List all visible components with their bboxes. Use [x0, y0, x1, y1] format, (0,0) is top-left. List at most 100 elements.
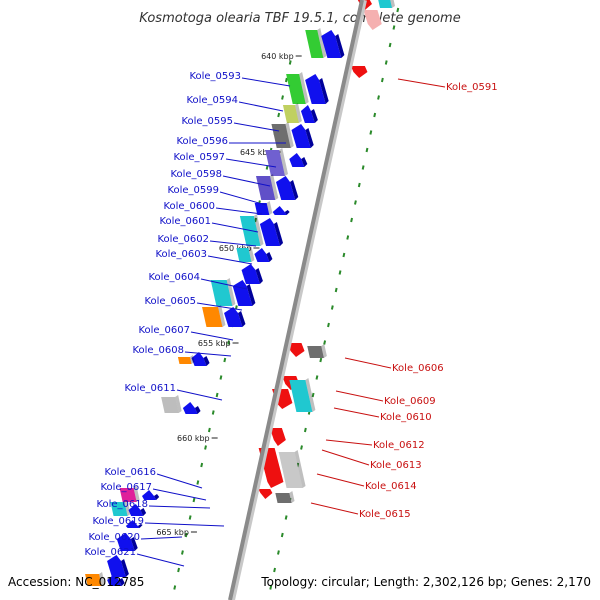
gene-label: Kole_0617 — [100, 482, 152, 493]
gc-tick — [173, 585, 177, 590]
gene-arrow-shade — [121, 559, 129, 577]
gc-tick — [288, 60, 292, 65]
gene-arrow — [241, 264, 260, 284]
gc-tick — [303, 427, 307, 433]
gene-block — [256, 176, 276, 200]
leader-line — [335, 390, 384, 402]
gene-arrow-shade — [203, 356, 210, 366]
gene-block-shade — [289, 491, 295, 503]
gene-arrow — [291, 124, 311, 148]
gene-arrow — [116, 533, 135, 551]
gene-block — [289, 380, 313, 412]
gene-block — [305, 30, 324, 58]
ruler-label: 665 kbp — [156, 528, 189, 537]
gene-arrow-shade — [140, 508, 147, 516]
gene-arrow-shade — [284, 210, 290, 215]
gene-label: Kole_0614 — [365, 481, 417, 492]
gc-tick — [181, 550, 184, 555]
gc-tick — [207, 427, 211, 433]
map-title: Kosmotoga olearia TBF 19.5.1, complete g… — [139, 11, 460, 26]
gene-block — [119, 488, 137, 502]
gc-tick — [177, 567, 181, 573]
gc-tick — [273, 567, 277, 573]
gene-block-shade — [294, 450, 306, 488]
gene-label: Kole_0619 — [92, 516, 144, 527]
gc-tick — [281, 95, 284, 100]
gene-label: Kole_0598 — [170, 169, 222, 180]
gene-arrow-shade — [273, 222, 284, 246]
gene-label: Kole_0621 — [84, 547, 136, 558]
gene-block-shade — [124, 500, 131, 516]
gc-tick — [227, 340, 231, 345]
gene-block-shade — [253, 214, 264, 246]
leader-line — [238, 101, 284, 112]
gc-tick — [269, 585, 273, 590]
leader-line — [310, 502, 359, 515]
gene-label: Kole_0606 — [392, 363, 444, 374]
gc-tick — [396, 7, 400, 13]
gene-block — [286, 74, 306, 104]
gc-tick — [377, 95, 380, 100]
gc-tick — [323, 340, 327, 345]
gene-arrow — [182, 402, 198, 414]
gene-block — [271, 124, 291, 148]
gene-label: Kole_0612 — [373, 440, 425, 451]
gene-arrow — [191, 352, 207, 366]
gene-label: Kole_0611 — [124, 383, 176, 394]
gc-tick — [319, 357, 323, 363]
gene-label: Kole_0605 — [144, 296, 196, 307]
gc-tick — [373, 112, 377, 118]
gene-label: Kole_0610 — [380, 412, 432, 423]
gene-label: Kole_0620 — [88, 532, 140, 543]
gene-block-shade — [218, 305, 226, 327]
gene-arrow-shade — [301, 157, 308, 167]
leader-line — [184, 351, 232, 357]
gene-block — [282, 105, 299, 123]
gc-tick — [265, 165, 269, 170]
gene-label: Kole_0616 — [104, 467, 156, 478]
gc-tick — [361, 165, 365, 170]
label-leaders — [136, 77, 446, 567]
gene-block — [265, 150, 285, 176]
gene-label: Kole_0604 — [148, 272, 200, 283]
gene-arrow — [305, 74, 326, 104]
gene-block — [239, 216, 261, 246]
gene-block-shade — [305, 378, 316, 412]
gene-arrow-shade — [137, 524, 143, 528]
gene-arrow — [258, 489, 273, 499]
gene-block-shade — [99, 572, 105, 586]
gene-label: Kole_0608 — [132, 345, 184, 356]
gc-tick — [330, 305, 334, 310]
accession-text: Accession: NC_012785 — [8, 575, 144, 589]
gene-arrow — [269, 428, 286, 446]
leader-line — [196, 302, 243, 311]
summary-text: Topology: circular; Length: 2,302,126 bp… — [260, 575, 591, 589]
gene-label: Kole_0607 — [138, 325, 190, 336]
gene-label: Kole_0599 — [167, 185, 219, 196]
backbone — [228, 0, 364, 600]
gene-label: Kole_0593 — [189, 71, 241, 82]
gene-label: Kole_0601 — [159, 216, 211, 227]
gc-tick — [188, 515, 192, 520]
genes — [85, 0, 395, 586]
gene-arrow — [107, 555, 126, 577]
ruler-label: 640 kbp — [261, 52, 294, 61]
leader-line — [190, 331, 234, 341]
gene-block-shade — [321, 344, 327, 358]
leader-line — [222, 175, 271, 187]
gc-tick — [284, 515, 288, 520]
gene-arrow-shade — [319, 78, 329, 104]
gc-tick — [327, 322, 330, 328]
gene-arrow — [107, 574, 122, 586]
gene-arrow — [289, 153, 305, 167]
gc-tick — [369, 130, 373, 135]
gc-tick — [357, 182, 361, 188]
gc-tick — [223, 357, 227, 363]
gene-arrow-shade — [310, 109, 318, 123]
gene-arrow-shade — [255, 268, 263, 284]
gene-block — [236, 248, 252, 262]
ruler-label: 660 kbp — [177, 434, 210, 443]
gc-tick — [334, 287, 338, 293]
gene-block-shade — [266, 201, 273, 215]
gene-arrow-shade — [246, 284, 256, 306]
